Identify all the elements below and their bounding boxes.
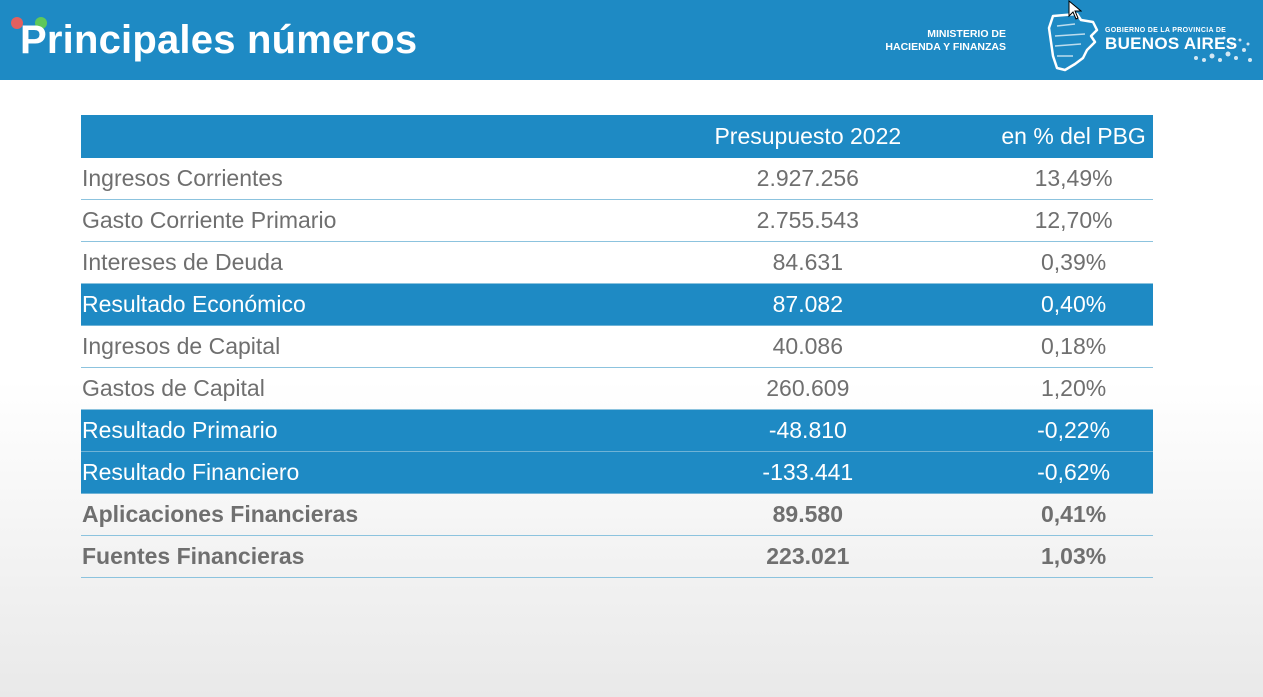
- government-big-text: BUENOS AIRES: [1105, 34, 1238, 53]
- row-pct-value: 1,20%: [1040, 375, 1107, 401]
- row-pct-value: 0,40%: [1040, 291, 1107, 317]
- page-title: Principales números: [20, 18, 418, 62]
- slide-header: Principales números MINISTERIO DE HACIEN…: [0, 0, 1263, 80]
- dots-decoration-icon: [1194, 36, 1252, 62]
- row-label: Gastos de Capital: [82, 375, 265, 401]
- row-budget-value: 40.086: [772, 333, 843, 359]
- header-cell-budget: Presupuesto 2022: [714, 123, 902, 149]
- row-label: Aplicaciones Financieras: [82, 501, 359, 527]
- row-budget-value: 2.927.256: [756, 165, 859, 191]
- row-label: Ingresos de Capital: [82, 333, 281, 359]
- row-pct-value: 12,70%: [1034, 207, 1113, 233]
- row-budget-value: -48.810: [768, 417, 847, 443]
- table-row: Intereses de Deuda 84.631 0,39%: [81, 242, 1153, 284]
- row-budget-value: 87.082: [772, 291, 843, 317]
- row-pct-value: 1,03%: [1040, 543, 1107, 569]
- row-label: Gasto Corriente Primario: [82, 207, 337, 233]
- row-pct-value: 0,18%: [1040, 333, 1107, 359]
- row-pct-value: 13,49%: [1034, 165, 1113, 191]
- row-label: Ingresos Corrientes: [82, 165, 283, 191]
- government-small-text: GOBIERNO DE LA PROVINCIA DE: [1105, 27, 1227, 34]
- window-close-dot[interactable]: [11, 17, 23, 29]
- header-cell-pct: en % del PBG: [1001, 123, 1146, 149]
- table-row: Resultado Económico 87.082 0,40%: [81, 284, 1153, 326]
- row-budget-value: 223.021: [766, 543, 850, 569]
- row-budget-value: 260.609: [766, 375, 850, 401]
- ministry-logo-text: MINISTERIO DE HACIENDA Y FINANZAS: [885, 28, 1006, 54]
- mouse-pointer-icon: [1068, 0, 1082, 20]
- table-header-row: Presupuesto 2022 en % del PBG: [81, 115, 1153, 158]
- table-row: Resultado Financiero -133.441 -0,62%: [81, 452, 1153, 494]
- row-label: Resultado Económico: [82, 291, 306, 317]
- row-budget-value: -133.441: [762, 459, 854, 485]
- row-pct-value: 0,39%: [1040, 249, 1107, 275]
- window-maximize-dot[interactable]: [35, 17, 47, 29]
- row-budget-value: 89.580: [772, 501, 843, 527]
- row-label: Resultado Financiero: [82, 459, 300, 485]
- province-map-icon: [1047, 12, 1099, 72]
- row-label: Fuentes Financieras: [82, 543, 305, 569]
- row-label: Intereses de Deuda: [82, 249, 283, 275]
- table-row: Aplicaciones Financieras 89.580 0,41%: [81, 494, 1153, 536]
- row-label: Resultado Primario: [82, 417, 278, 443]
- table-row: Gasto Corriente Primario 2.755.543 12,70%: [81, 200, 1153, 242]
- table-row: Resultado Primario -48.810 -0,22%: [81, 410, 1153, 452]
- ministry-line-1: MINISTERIO DE: [927, 28, 1006, 40]
- row-budget-value: 84.631: [772, 249, 843, 275]
- budget-table: Presupuesto 2022 en % del PBG Ingresos C…: [81, 115, 1153, 578]
- row-budget-value: 2.755.543: [756, 207, 859, 233]
- table-row: Ingresos Corrientes 2.927.256 13,49%: [81, 158, 1153, 200]
- table-row: Ingresos de Capital 40.086 0,18%: [81, 326, 1153, 368]
- table-row: Gastos de Capital 260.609 1,20%: [81, 368, 1153, 410]
- row-pct-value: 0,41%: [1040, 501, 1107, 527]
- row-pct-value: -0,22%: [1037, 417, 1111, 443]
- row-pct-value: -0,62%: [1037, 459, 1111, 485]
- ministry-line-2: HACIENDA Y FINANZAS: [885, 41, 1006, 53]
- table-row: Fuentes Financieras 223.021 1,03%: [81, 536, 1153, 578]
